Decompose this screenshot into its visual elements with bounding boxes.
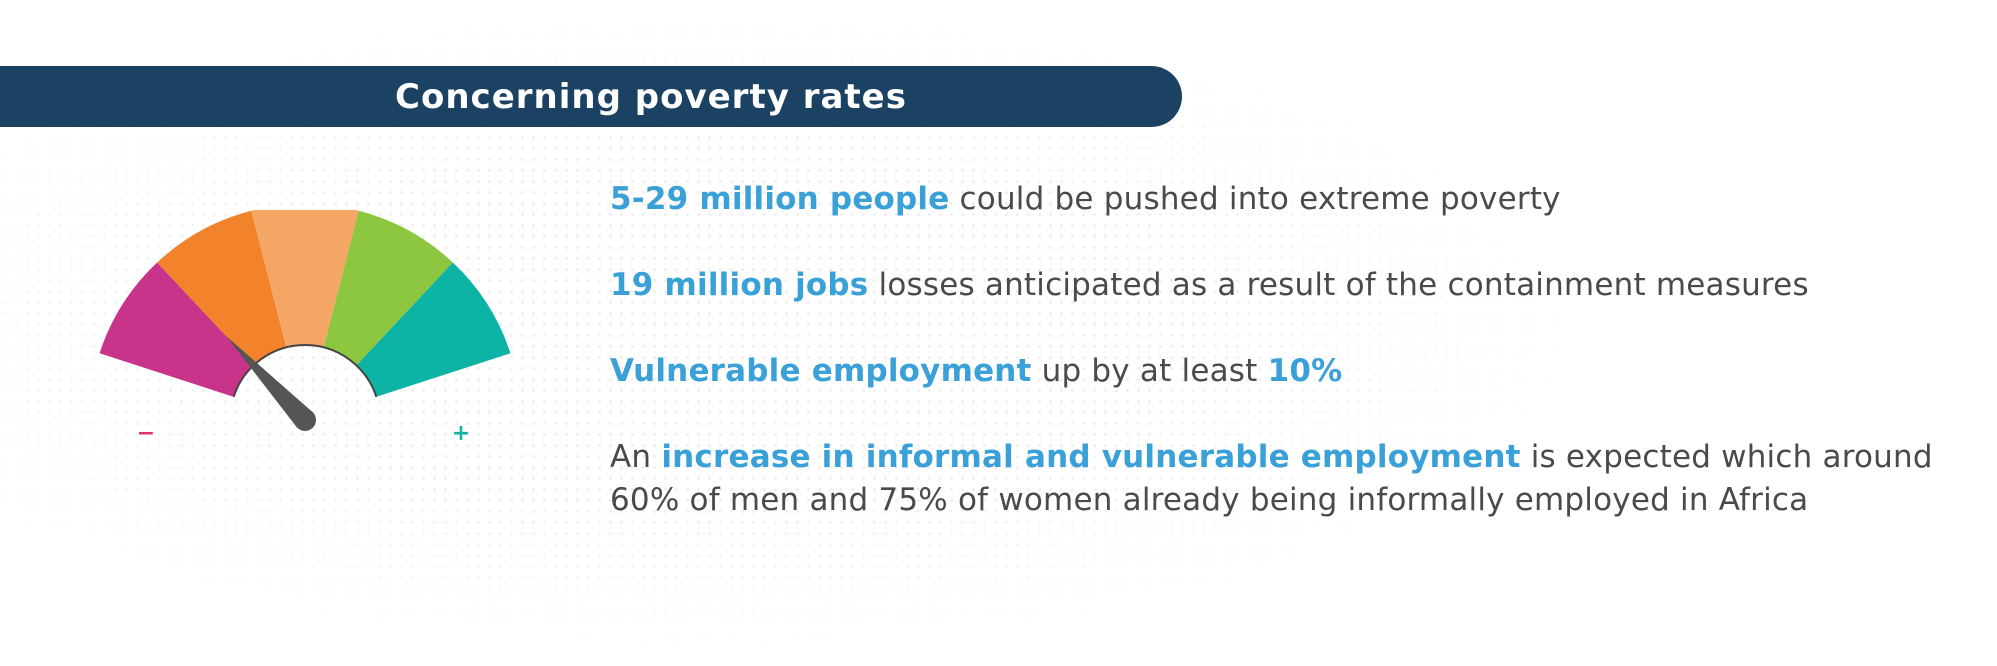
gauge-segments bbox=[99, 210, 511, 397]
gauge-needle bbox=[226, 336, 314, 428]
fact-prefix: An bbox=[610, 439, 662, 475]
gauge-segment-green bbox=[323, 210, 453, 366]
banner-title: Concerning poverty rates bbox=[395, 76, 907, 117]
fact-highlight-percent: 10% bbox=[1267, 353, 1343, 389]
fact-highlight: 5-29 million people bbox=[610, 181, 950, 217]
fact-highlight: Vulnerable employment bbox=[610, 353, 1032, 389]
fact-highlight: 19 million jobs bbox=[610, 267, 869, 303]
gauge-minus-label: − bbox=[137, 421, 155, 446]
fact-item-informal-employment: An increase in informal and vulnerable e… bbox=[610, 436, 1940, 522]
title-banner: Concerning poverty rates bbox=[0, 66, 1182, 127]
fact-item-extreme-poverty: 5-29 million people could be pushed into… bbox=[610, 178, 1940, 221]
fact-text: up by at least bbox=[1031, 353, 1268, 389]
gauge-segment-magenta bbox=[99, 262, 254, 397]
fact-text: could be pushed into extreme poverty bbox=[949, 181, 1561, 217]
fact-item-vulnerable-employment: Vulnerable employment up by at least 10% bbox=[610, 350, 1940, 393]
fact-highlight: increase in informal and vulnerable empl… bbox=[661, 439, 1521, 475]
gauge-segment-light-orange bbox=[251, 210, 359, 348]
fact-item-job-losses: 19 million jobs losses anticipated as a … bbox=[610, 264, 1940, 307]
gauge-segment-orange bbox=[157, 210, 287, 366]
fact-text: losses anticipated as a result of the co… bbox=[868, 267, 1809, 303]
gauge-inner-arc bbox=[232, 344, 378, 398]
gauge-segment-teal bbox=[356, 262, 511, 397]
poverty-gauge: − + bbox=[99, 210, 511, 446]
gauge-needle-hub bbox=[294, 409, 316, 431]
fact-text: is expected which around 60% of men and … bbox=[610, 439, 1933, 518]
facts-list: 5-29 million people could be pushed into… bbox=[610, 178, 1940, 565]
gauge-plus-label: + bbox=[452, 421, 470, 446]
